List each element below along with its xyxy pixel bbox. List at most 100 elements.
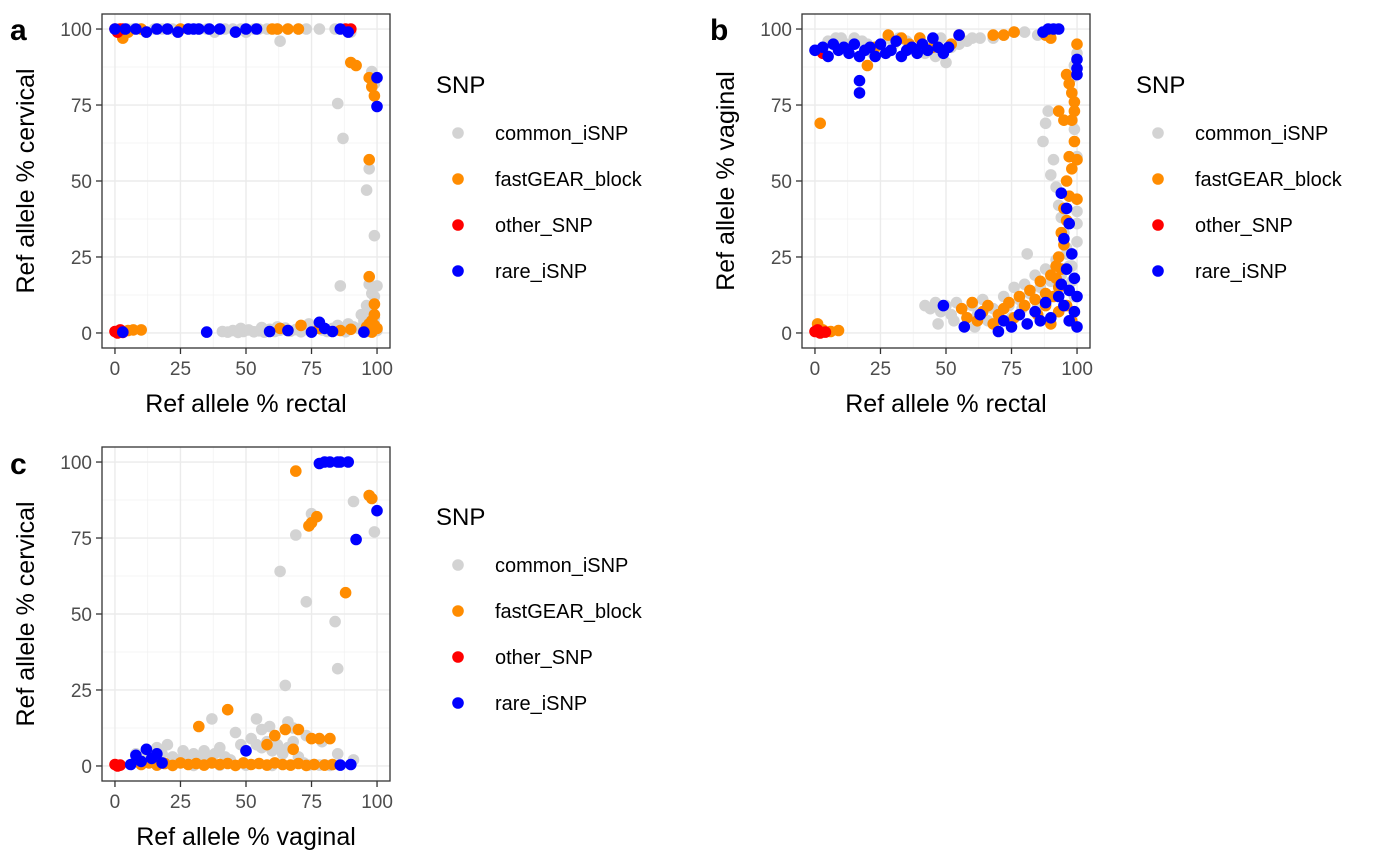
data-point-common_iSNP: [334, 280, 347, 292]
y-tick-label: 0: [81, 757, 92, 778]
data-point-rare_iSNP: [1071, 321, 1083, 333]
data-point-common_iSNP: [940, 56, 952, 69]
data-point-rare_iSNP: [853, 87, 866, 99]
data-point-rare_iSNP: [997, 315, 1010, 327]
data-point-fastGEAR_block: [345, 323, 357, 336]
y-tick-label: 75: [71, 529, 92, 550]
panel-tag: a: [10, 14, 27, 47]
data-point-rare_iSNP: [1060, 263, 1073, 275]
x-tick-label: 75: [1001, 359, 1022, 380]
data-point-common_iSNP: [355, 308, 368, 321]
legend-title: SNP: [436, 504, 485, 531]
data-point-fastGEAR_block: [368, 308, 381, 321]
x-tick-label: 25: [170, 359, 191, 380]
legend-label: common_iSNP: [495, 123, 628, 145]
data-point-rare_iSNP: [172, 26, 184, 38]
data-point-fastGEAR_block: [1060, 68, 1073, 81]
data-point-rare_iSNP: [1034, 315, 1047, 327]
data-point-rare_iSNP: [1052, 23, 1065, 35]
legend-key-other_SNP: [452, 219, 464, 231]
data-point-fastGEAR_block: [1068, 135, 1081, 148]
data-point-rare_iSNP: [342, 26, 355, 38]
x-tick-label: 25: [870, 359, 891, 380]
y-tick-label: 50: [771, 172, 792, 193]
data-point-rare_iSNP: [140, 26, 153, 38]
y-axis-title: Ref allele % cervical: [12, 501, 40, 726]
data-point-rare_iSNP: [817, 41, 829, 54]
data-point-common_iSNP: [313, 23, 326, 35]
legend-key-common_iSNP: [452, 127, 464, 139]
data-point-rare_iSNP: [151, 23, 163, 35]
data-point-common_iSNP: [1042, 105, 1054, 117]
x-tick-label: 75: [301, 359, 322, 380]
legend-key-common_iSNP: [452, 559, 464, 571]
data-point-rare_iSNP: [250, 23, 263, 35]
data-point-fastGEAR_block: [324, 732, 336, 745]
data-point-rare_iSNP: [263, 325, 276, 338]
data-point-fastGEAR_block: [832, 324, 845, 337]
data-point-rare_iSNP: [326, 325, 339, 338]
data-point-rare_iSNP: [1021, 318, 1033, 330]
data-point-rare_iSNP: [1055, 187, 1068, 199]
y-tick-label: 100: [60, 20, 92, 41]
data-point-common_iSNP: [274, 565, 286, 578]
x-tick-label: 50: [935, 359, 956, 380]
data-point-common_iSNP: [279, 679, 292, 692]
x-axis-title: Ref allele % rectal: [145, 390, 346, 418]
data-point-rare_iSNP: [885, 44, 897, 57]
data-point-common_iSNP: [235, 322, 247, 335]
data-point-fastGEAR_block: [366, 81, 378, 93]
data-point-rare_iSNP: [853, 74, 866, 87]
data-point-fastGEAR_block: [1068, 96, 1081, 108]
data-point-fastGEAR_block: [997, 29, 1010, 41]
data-point-common_iSNP: [331, 748, 344, 760]
y-tick-label: 100: [760, 20, 792, 41]
legend-title: SNP: [436, 72, 485, 99]
data-point-common_iSNP: [329, 615, 341, 628]
x-tick-label: 0: [110, 359, 121, 380]
data-point-rare_iSNP: [229, 26, 242, 38]
y-axis-title: Ref allele % vaginal: [712, 71, 740, 291]
data-point-rare_iSNP: [203, 23, 216, 35]
data-point-rare_iSNP: [1055, 278, 1068, 291]
y-tick-label: 100: [60, 453, 92, 474]
data-point-rare_iSNP: [305, 326, 318, 338]
data-point-common_iSNP: [368, 229, 381, 242]
legend-label: fastGEAR_block: [1195, 169, 1343, 191]
data-point-fastGEAR_block: [861, 59, 874, 72]
y-axis-title: Ref allele % cervical: [12, 68, 40, 293]
x-tick-label: 25: [170, 792, 191, 813]
y-tick-label: 75: [771, 96, 792, 117]
data-point-fastGEAR_block: [1071, 38, 1083, 50]
data-point-rare_iSNP: [161, 23, 174, 35]
x-tick-label: 100: [361, 359, 393, 380]
data-point-common_iSNP: [263, 720, 276, 733]
data-point-fastGEAR_block: [1034, 275, 1047, 288]
data-point-fastGEAR_block: [1050, 260, 1062, 272]
data-point-fastGEAR_block: [295, 319, 307, 332]
data-point-common_iSNP: [347, 495, 360, 508]
data-point-rare_iSNP: [864, 41, 876, 54]
data-point-rare_iSNP: [974, 308, 986, 321]
data-point-common_iSNP: [932, 318, 944, 330]
data-point-common_iSNP: [274, 35, 286, 47]
data-point-fastGEAR_block: [350, 59, 362, 72]
legend-label: other_SNP: [1195, 215, 1293, 237]
data-point-fastGEAR_block: [368, 90, 381, 102]
y-tick-label: 50: [71, 172, 92, 193]
legend-label: rare_iSNP: [495, 693, 587, 715]
data-point-other_SNP: [819, 326, 832, 338]
data-point-fastGEAR_block: [366, 492, 378, 505]
data-point-common_iSNP: [271, 738, 284, 751]
y-tick-label: 0: [81, 324, 92, 345]
data-point-rare_iSNP: [342, 456, 355, 468]
data-point-common_iSNP: [337, 132, 349, 145]
panel-b: 0 25 50 75 100 0 25 50 75 100 Ref allele % rectal R…: [710, 13, 1343, 418]
data-point-fastGEAR_block: [269, 729, 281, 742]
legend-key-fastGEAR_block: [452, 173, 464, 185]
data-point-fastGEAR_block: [966, 296, 978, 309]
data-point-common_iSNP: [290, 529, 302, 541]
x-tick-label: 50: [235, 359, 256, 380]
